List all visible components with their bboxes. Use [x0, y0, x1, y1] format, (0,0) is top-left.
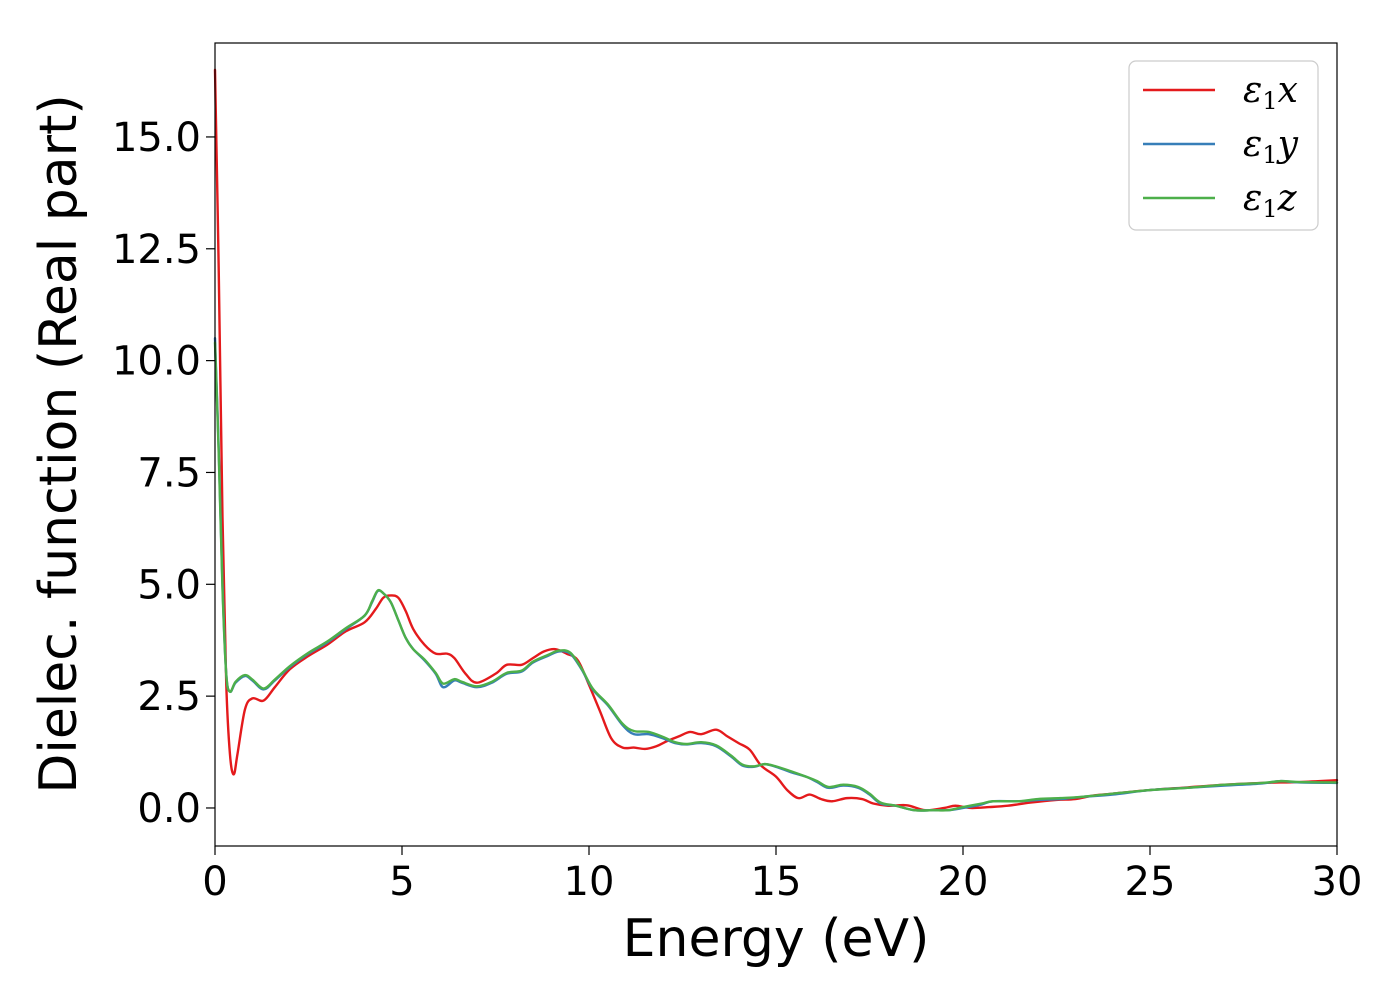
legend-symbol: ε: [1243, 178, 1262, 219]
x-tick-label: 10: [564, 859, 615, 905]
y-tick-label: 0.0: [137, 786, 201, 832]
legend-subscript: 1: [1262, 87, 1277, 115]
y-tick-label: 15.0: [112, 115, 201, 161]
legend-box: [1128, 60, 1319, 231]
y-tick-label: 2.5: [137, 674, 201, 720]
x-axis: 0 5 10 15 20 25 30: [202, 846, 1362, 905]
legend-label-y: ε1y: [1243, 124, 1299, 169]
x-tick-label: 25: [1125, 859, 1176, 905]
legend-variable: z: [1277, 178, 1298, 219]
y-axis-label: Dielec. function (Real part): [29, 94, 89, 793]
series-line-z: [213, 341, 1339, 812]
legend-label-x: ε1x: [1243, 70, 1298, 115]
y-tick-label: 12.5: [112, 227, 201, 273]
y-tick-label: 5.0: [137, 562, 201, 608]
y-tick-label: 10.0: [112, 339, 201, 385]
x-tick-label: 30: [1312, 859, 1363, 905]
legend-variable: x: [1278, 70, 1298, 111]
series-line-y: [213, 337, 1339, 812]
y-axis: 0.0 2.5 5.0 7.5 10.0 12.5 15.0: [112, 115, 215, 832]
legend-label-z: ε1z: [1243, 178, 1298, 223]
x-tick-label: 0: [202, 859, 227, 905]
legend-variable: y: [1276, 124, 1299, 165]
series-layer: [213, 68, 1339, 812]
legend-symbol: ε: [1243, 70, 1262, 111]
x-tick-label: 20: [938, 859, 989, 905]
legend-subscript: 1: [1262, 195, 1277, 223]
x-axis-label: Energy (eV): [623, 909, 930, 969]
x-tick-label: 5: [389, 859, 414, 905]
legend-symbol: ε: [1243, 124, 1262, 165]
x-tick-label: 15: [751, 859, 802, 905]
y-tick-label: 7.5: [137, 450, 201, 496]
legend-subscript: 1: [1262, 141, 1277, 169]
